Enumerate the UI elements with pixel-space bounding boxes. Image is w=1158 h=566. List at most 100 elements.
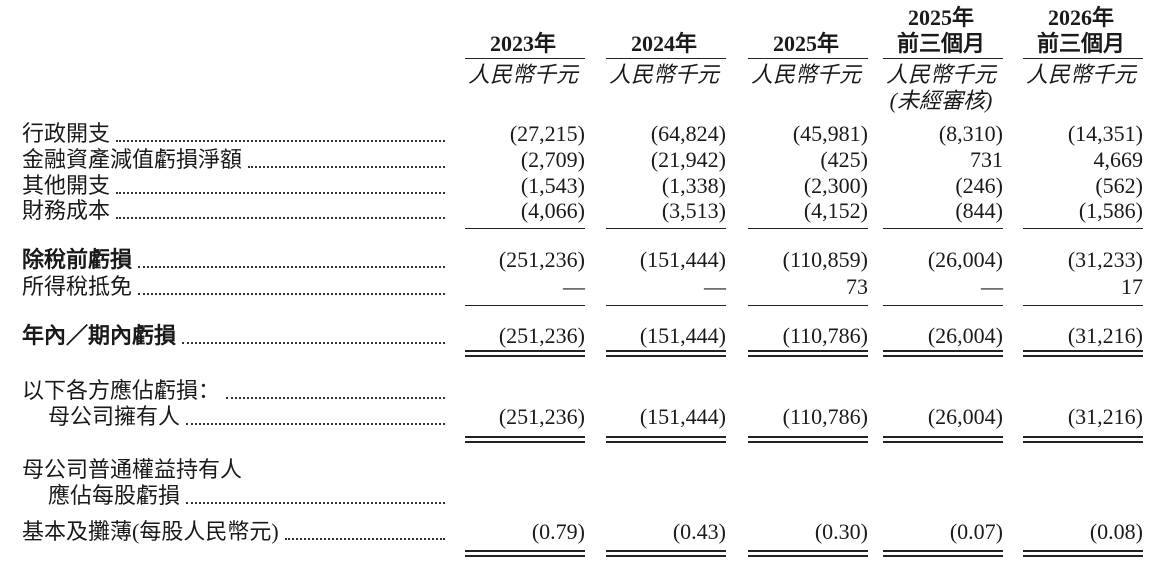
cell-value: (425) [820,147,868,172]
label-text: 年內／期內虧損 [22,323,177,348]
leader-dots [248,166,445,168]
cell-value: (844) [955,198,1003,223]
total-rule [606,441,726,443]
total-rule [748,555,868,557]
cell-value: (4,152) [803,198,868,223]
total-rule [606,550,726,552]
label-text: 以下各方應佔虧損： [22,378,221,403]
label-text: 其他開支 [22,173,111,198]
cell-value: — [981,274,1003,299]
cell-value: (1,543) [520,173,585,198]
leader-dots [284,538,445,540]
total-rule [883,550,1003,552]
label-text: 財務成本 [22,198,111,223]
row-label: 其他開支 [22,173,445,199]
cell-value: (562) [1095,173,1143,198]
column-period: 前三個月 [896,31,985,56]
subtotal-rule [1023,305,1143,306]
total-rule [883,436,1003,438]
total-rule [465,355,585,357]
column-year: 2025年 [907,5,974,30]
cell-value: (110,786) [782,404,868,429]
row-label: 母公司擁有人 [48,404,445,430]
header-rule [606,58,726,59]
label-text: 母公司普通權益持有人 [22,457,243,482]
row-label: 除稅前虧損 [22,247,445,273]
total-rule [606,555,726,557]
label-text: 行政開支 [22,121,111,146]
column-year: 2025年 [772,31,839,56]
header-rule [883,58,1003,59]
cell-value: (2,709) [520,147,585,172]
subtotal-rule [883,305,1003,306]
header-rule [748,58,868,59]
header-rule [465,58,585,59]
leader-dots [116,217,445,219]
total-rule [1023,441,1143,443]
label-text: 母公司擁有人 [48,404,181,429]
row-label: 金融資產減值虧損淨額 [22,147,445,173]
cell-value: (31,216) [1067,404,1143,429]
cell-value: (2,300) [803,173,868,198]
cell-value: (1,338) [661,173,726,198]
cell-value: (110,786) [782,323,868,348]
subtotal-rule [748,305,868,306]
label-text: 所得稅抵免 [22,274,133,299]
total-rule [748,436,868,438]
label-text: 應佔每股虧損 [48,483,181,508]
cell-value: (251,236) [498,247,585,272]
cell-value: (26,004) [927,323,1003,348]
cell-value: (21,942) [650,147,726,172]
label-text: 金融資產減值虧損淨額 [22,147,243,172]
cell-value: (0.30) [814,519,868,544]
leader-dots [116,140,445,142]
column-note: (未經審核) [889,88,993,113]
total-rule [1023,355,1143,357]
total-rule [748,441,868,443]
total-rule [883,355,1003,357]
total-rule [883,350,1003,352]
leader-dots [186,423,445,425]
cell-value: (1,586) [1078,198,1143,223]
column-unit: 人民幣千元 [885,62,996,87]
column-unit: 人民幣千元 [608,62,719,87]
cell-value: (0.79) [531,519,585,544]
total-rule [748,550,868,552]
total-rule [748,355,868,357]
subtotal-rule [748,228,868,229]
cell-value: (27,215) [509,121,585,146]
column-unit: 人民幣千元 [1025,62,1136,87]
label-text: 除稅前虧損 [22,247,133,272]
cell-value: (26,004) [927,247,1003,272]
total-rule [465,550,585,552]
cell-value: (151,444) [639,404,726,429]
cell-value: 73 [846,274,868,299]
column-year: 2026年 [1047,5,1114,30]
cell-value: (31,216) [1067,323,1143,348]
leader-dots [186,502,445,504]
cell-value: — [563,274,585,299]
cell-value: (246) [955,173,1003,198]
cell-value: (4,066) [520,198,585,223]
column-year: 2024年 [630,31,697,56]
total-rule [883,555,1003,557]
subtotal-rule [883,228,1003,229]
column-unit: 人民幣千元 [750,62,861,87]
subtotal-rule [606,305,726,306]
total-rule [1023,436,1143,438]
row-label: 基本及攤薄(每股人民幣元) [22,519,445,545]
cell-value: (64,824) [650,121,726,146]
total-rule [1023,350,1143,352]
total-rule [606,350,726,352]
cell-value: (0.08) [1089,519,1143,544]
cell-value: 731 [970,147,1003,172]
cell-value: (251,236) [498,404,585,429]
leader-dots [116,192,445,194]
total-rule [1023,555,1143,557]
cell-value: (14,351) [1067,121,1143,146]
leader-dots [138,266,445,268]
subtotal-rule [465,228,585,229]
total-rule [1023,550,1143,552]
column-unit: 人民幣千元 [467,62,578,87]
